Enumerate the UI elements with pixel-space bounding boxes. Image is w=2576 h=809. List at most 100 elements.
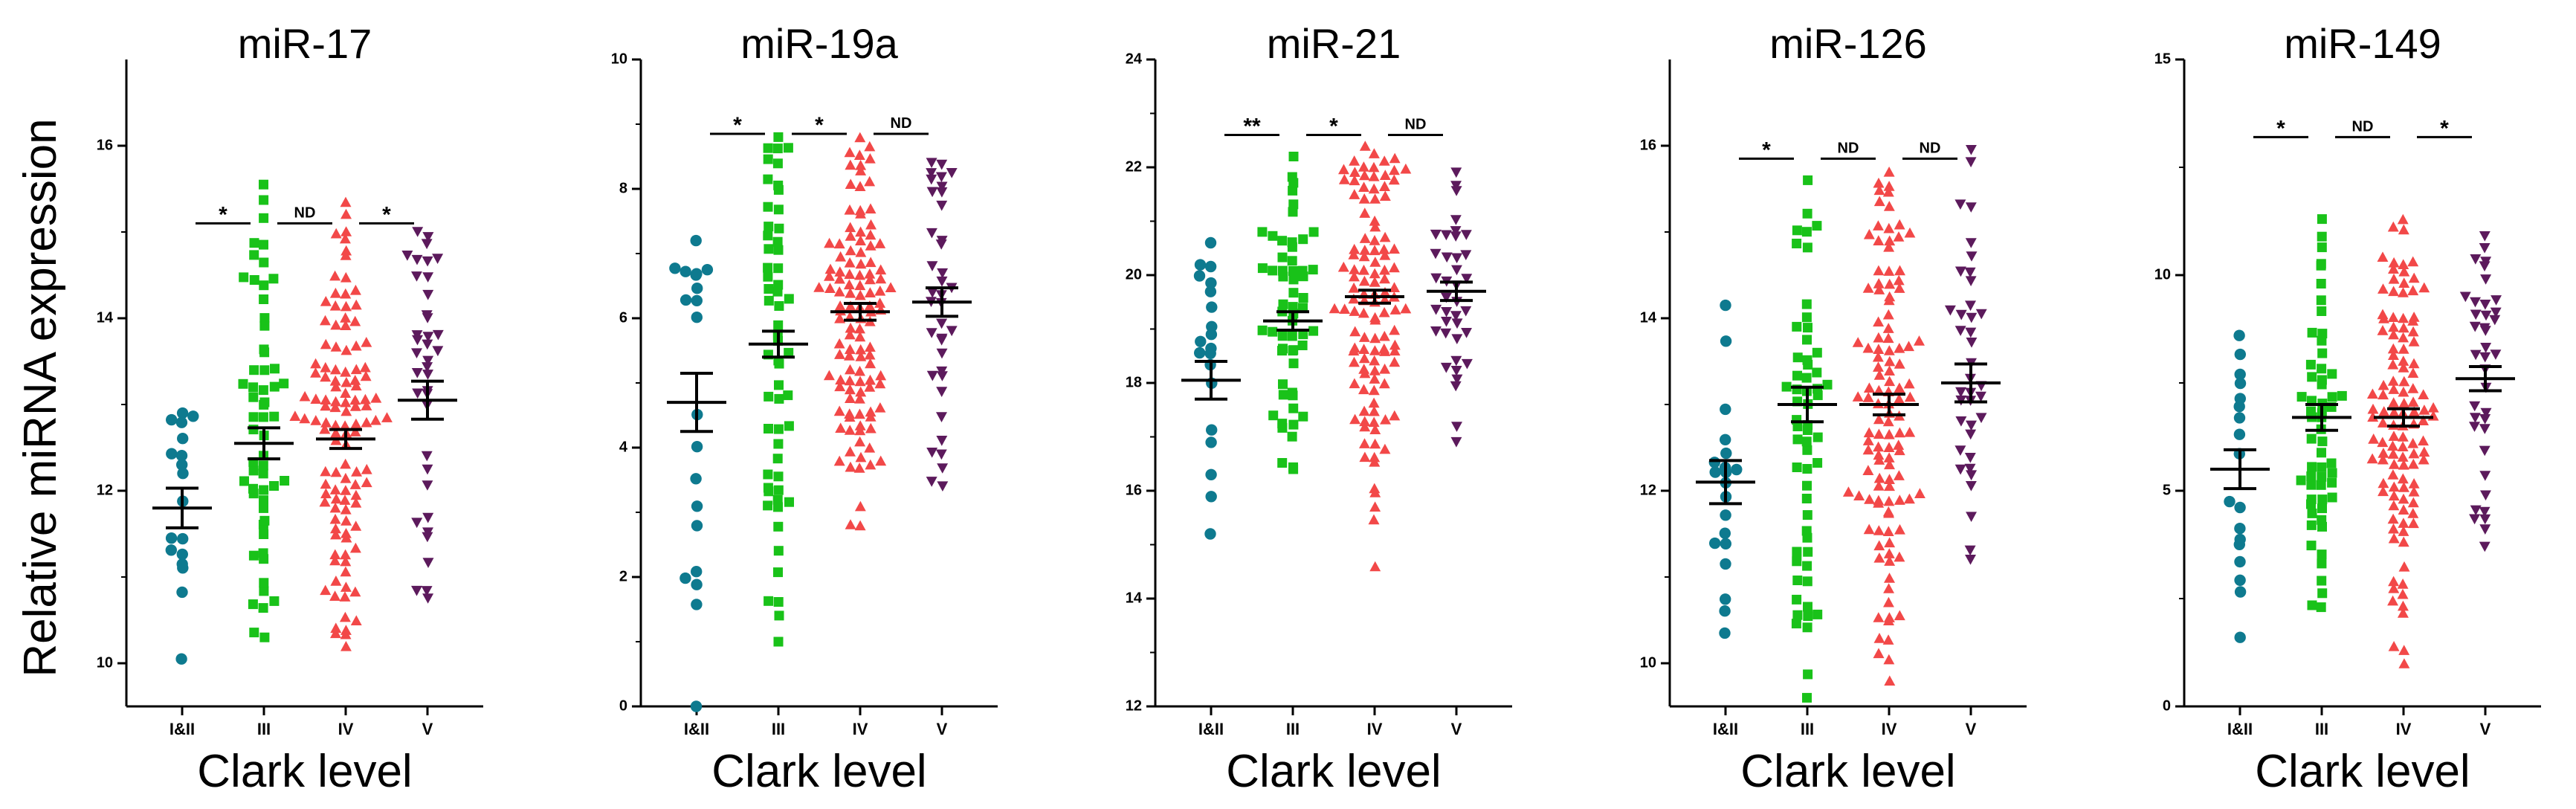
- data-point: [1349, 342, 1360, 353]
- data-point: [2407, 326, 2419, 337]
- data-point: [187, 410, 199, 422]
- data-point: [330, 341, 342, 352]
- data-point: [329, 419, 341, 431]
- data-point: [1812, 347, 1822, 358]
- data-point: [259, 578, 269, 588]
- data-point: [2418, 282, 2430, 293]
- data-point: [2378, 389, 2389, 400]
- data-point: [1863, 382, 1875, 393]
- data-point: [1954, 199, 1966, 210]
- data-point: [1288, 288, 1299, 298]
- data-point: [854, 280, 866, 291]
- data-point: [1287, 431, 1297, 442]
- data-point: [1873, 494, 1885, 506]
- data-point: [1903, 493, 1915, 504]
- data-point: [855, 351, 867, 361]
- data-point: [1337, 261, 1349, 272]
- data-point: [1379, 264, 1390, 275]
- data-point: [1883, 241, 1895, 252]
- data-point: [1308, 227, 1319, 237]
- data-point: [1884, 355, 1896, 367]
- data-point: [2327, 392, 2337, 402]
- data-point: [2388, 329, 2399, 340]
- data-point: [865, 257, 877, 268]
- data-point: [1894, 551, 1905, 562]
- data-point: [259, 313, 270, 323]
- data-point: [1461, 358, 1473, 370]
- data-point: [774, 223, 784, 233]
- data-point: [2234, 533, 2246, 546]
- data-point: [1801, 299, 1812, 309]
- data-point: [2317, 348, 2328, 358]
- data-point: [1369, 215, 1381, 226]
- data-point: [1884, 480, 1895, 491]
- data-point: [1904, 391, 1916, 402]
- data-point: [844, 329, 856, 340]
- data-point: [845, 322, 856, 333]
- data-point: [2387, 513, 2399, 524]
- data-point: [2388, 431, 2400, 441]
- data-point: [248, 599, 258, 610]
- data-point: [764, 596, 774, 606]
- data-point: [2316, 295, 2326, 306]
- data-point: [1882, 309, 1894, 320]
- data-point: [1358, 344, 1370, 354]
- data-point: [2398, 561, 2410, 572]
- data-point: [1338, 164, 1349, 175]
- data-point: [1893, 470, 1905, 480]
- data-point: [1369, 424, 1381, 434]
- data-point: [329, 555, 341, 566]
- data-point: [1461, 274, 1473, 284]
- data-point: [361, 400, 372, 410]
- data-point: [936, 181, 948, 193]
- data-point: [340, 312, 352, 323]
- data-point: [329, 590, 341, 601]
- group-points-iii: [2296, 214, 2347, 613]
- data-point: [1863, 228, 1875, 239]
- data-point: [691, 441, 703, 453]
- data-point: [339, 233, 351, 244]
- data-point: [350, 380, 362, 391]
- data-point: [329, 402, 341, 413]
- data-point: [1369, 257, 1381, 267]
- data-point: [1802, 445, 1812, 455]
- data-point: [175, 450, 188, 462]
- data-point: [1369, 365, 1381, 376]
- data-point: [1873, 540, 1885, 551]
- data-point: [422, 339, 433, 350]
- data-point: [2317, 329, 2328, 339]
- data-point: [855, 451, 867, 462]
- data-point: [2479, 424, 2491, 434]
- data-point: [2387, 440, 2398, 451]
- data-point: [926, 187, 938, 198]
- data-point: [824, 237, 836, 248]
- data-point: [1802, 692, 1812, 703]
- data-point: [1883, 201, 1895, 211]
- data-point: [340, 503, 352, 515]
- data-point: [2234, 555, 2246, 568]
- data-point: [1389, 356, 1401, 367]
- data-point: [349, 401, 361, 411]
- data-point: [946, 326, 958, 337]
- data-point: [1369, 345, 1381, 355]
- data-point: [330, 628, 341, 639]
- data-point: [340, 208, 352, 219]
- x-tick-label: I&II: [1198, 720, 1224, 738]
- data-point: [1288, 152, 1299, 161]
- data-point: [1812, 458, 1823, 468]
- data-point: [1288, 274, 1299, 285]
- data-point: [1460, 306, 1472, 317]
- data-point: [422, 464, 433, 475]
- data-point: [2388, 523, 2399, 534]
- data-point: [1873, 265, 1885, 276]
- data-point: [1894, 393, 1905, 404]
- data-point: [2479, 541, 2491, 552]
- data-point: [926, 158, 937, 168]
- data-point: [1400, 303, 1412, 314]
- data-point: [1205, 468, 1217, 480]
- data-point: [764, 391, 774, 402]
- data-point: [2407, 508, 2419, 518]
- data-point: [1349, 356, 1360, 367]
- data-point: [1893, 274, 1905, 286]
- significance-label: *: [1329, 115, 1338, 139]
